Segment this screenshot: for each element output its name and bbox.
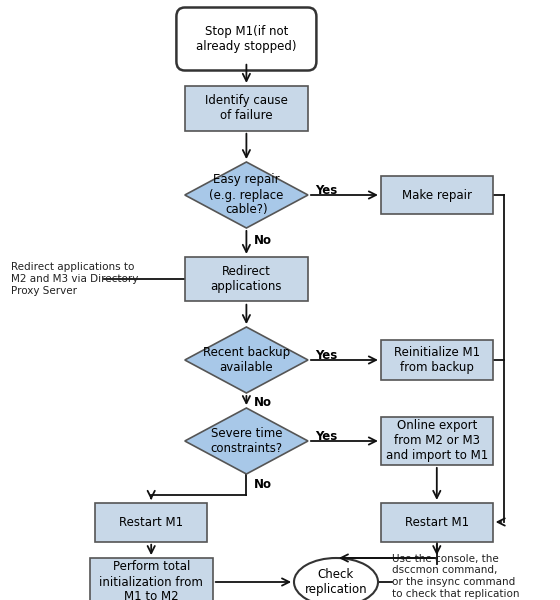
FancyBboxPatch shape — [95, 503, 207, 541]
Ellipse shape — [294, 558, 378, 600]
Text: Yes: Yes — [315, 349, 338, 362]
FancyBboxPatch shape — [90, 558, 213, 600]
Text: Recent backup
available: Recent backup available — [203, 346, 290, 374]
Text: No: No — [254, 233, 272, 247]
Text: Reinitialize M1
from backup: Reinitialize M1 from backup — [394, 346, 480, 374]
Text: Yes: Yes — [315, 430, 338, 443]
FancyBboxPatch shape — [381, 175, 493, 214]
Text: Check
replication: Check replication — [305, 568, 367, 596]
Text: Identify cause
of failure: Identify cause of failure — [205, 94, 288, 122]
Polygon shape — [185, 327, 308, 393]
Text: Stop M1(if not
already stopped): Stop M1(if not already stopped) — [196, 25, 297, 53]
Polygon shape — [185, 408, 308, 474]
Text: Yes: Yes — [315, 184, 338, 197]
Text: Online export
from M2 or M3
and import to M1: Online export from M2 or M3 and import t… — [386, 419, 488, 463]
FancyBboxPatch shape — [381, 417, 493, 465]
FancyBboxPatch shape — [381, 503, 493, 541]
Text: Restart M1: Restart M1 — [119, 515, 183, 529]
Text: Redirect applications to
M2 and M3 via Directory
Proxy Server: Redirect applications to M2 and M3 via D… — [11, 262, 138, 296]
FancyBboxPatch shape — [381, 340, 493, 379]
Text: Use the console, the
dsccmon command,
or the insync command
to check that replic: Use the console, the dsccmon command, or… — [392, 554, 520, 600]
Text: No: No — [254, 478, 272, 491]
Text: Easy repair
(e.g. replace
cable?): Easy repair (e.g. replace cable?) — [209, 173, 283, 217]
Text: No: No — [254, 395, 272, 409]
FancyBboxPatch shape — [176, 7, 316, 70]
Text: Restart M1: Restart M1 — [405, 515, 469, 529]
Text: Make repair: Make repair — [402, 188, 472, 202]
FancyBboxPatch shape — [185, 257, 308, 301]
Text: Severe time
constraints?: Severe time constraints? — [211, 427, 282, 455]
FancyBboxPatch shape — [185, 85, 308, 130]
Text: Perform total
initialization from
M1 to M2: Perform total initialization from M1 to … — [99, 560, 203, 600]
Text: Redirect
applications: Redirect applications — [211, 265, 282, 293]
Polygon shape — [185, 162, 308, 228]
